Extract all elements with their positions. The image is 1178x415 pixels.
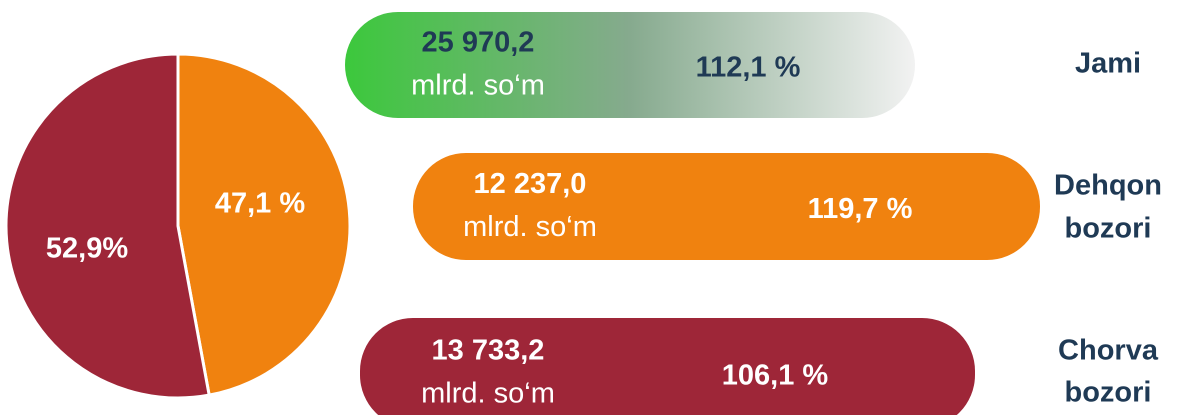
unit: mlrd. so‘m	[463, 211, 597, 243]
unit: mlrd. so‘m	[411, 70, 545, 102]
percent: 106,1 %	[722, 360, 829, 392]
slice-label: 47,1 %	[215, 188, 305, 220]
pie: 47,1 % 52,9%	[4, 52, 352, 400]
row-label: bozori	[1065, 377, 1152, 409]
amount: 13 733,2	[432, 335, 545, 367]
pill	[413, 153, 1040, 260]
percent: 119,7 %	[808, 193, 913, 225]
pie-slice	[4, 52, 211, 400]
pill	[345, 12, 915, 118]
row-label: Dehqon	[1054, 170, 1162, 202]
row-label: Chorva	[1058, 335, 1159, 367]
amount: 25 970,2	[422, 27, 535, 59]
rows: 25 970,2 mlrd. so‘m 112,1 % Jami 12 237,0 mlr…	[345, 12, 1162, 415]
row-label: bozori	[1065, 213, 1152, 245]
percent: 112,1 %	[696, 52, 801, 84]
pill	[360, 318, 975, 415]
amount: 12 237,0	[474, 168, 587, 200]
slice-label: 52,9%	[46, 233, 128, 265]
pie-slice	[176, 52, 352, 397]
unit: mlrd. so‘m	[421, 378, 555, 410]
row-label: Jami	[1075, 48, 1141, 80]
